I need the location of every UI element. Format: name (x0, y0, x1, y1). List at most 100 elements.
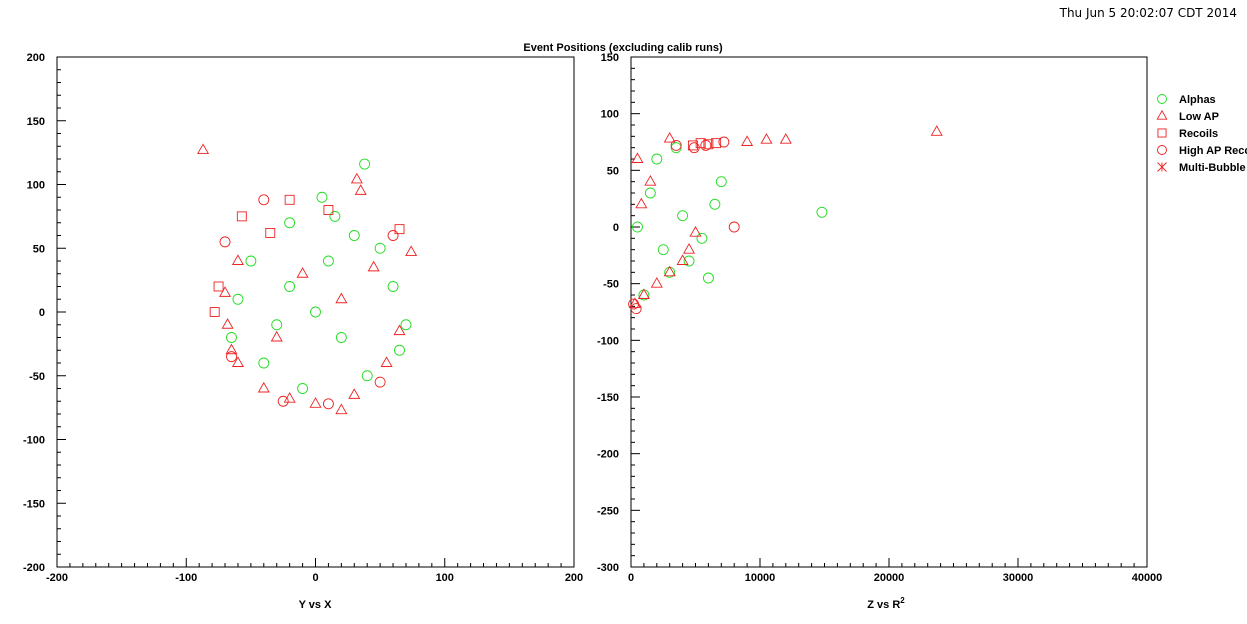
right-point-low-ap (663, 265, 676, 277)
left-point-low-ap (350, 172, 363, 184)
right-point-low-ap (683, 243, 696, 254)
left-point-low-ap (393, 324, 406, 336)
left-point-alphas (316, 191, 328, 203)
right-point-low-ap (689, 226, 702, 237)
right-y-tick-label: -200 (597, 449, 619, 461)
left-point-alphas (400, 319, 412, 331)
left-y-tick-label: 200 (27, 52, 45, 64)
right-y-tick-label: 50 (607, 165, 619, 177)
timestamp: Thu Jun 5 20:02:07 CDT 2014 (1059, 6, 1237, 20)
legend-label-low-ap: Low AP (1179, 111, 1219, 123)
legend-marker-high-ap-recoils (1157, 145, 1167, 155)
legend-marker-recoils (1157, 128, 1167, 138)
right-point-alphas (670, 142, 682, 154)
left-point-low-ap (270, 330, 283, 342)
right-point-low-ap (663, 131, 676, 143)
left-x-tick-label: -200 (46, 572, 68, 584)
left-point-alphas (284, 217, 296, 229)
left-point-low-ap (221, 318, 234, 329)
left-point-recoils (265, 227, 276, 238)
left-scatter-points (197, 143, 418, 415)
right-y-tick-label: 150 (601, 52, 619, 64)
right-point-alphas (632, 221, 643, 233)
right-point-alphas (816, 206, 828, 218)
plot-frame-right (630, 56, 1148, 568)
left-point-recoils (213, 281, 224, 292)
left-point-low-ap (367, 260, 380, 272)
left-point-alphas (226, 332, 237, 343)
chart-title: Event Positions (excluding calib runs) (523, 42, 723, 54)
legend-label-alphas: Alphas (1179, 94, 1216, 106)
left-point-low-ap (225, 343, 238, 355)
right-y-tick-label: -50 (603, 279, 619, 291)
left-point-recoils (284, 194, 295, 205)
left-point-alphas (387, 281, 399, 292)
left-point-low-ap (354, 184, 367, 195)
right-point-high-ap-recoils (688, 142, 700, 154)
right-y-tick-label: 100 (601, 109, 619, 121)
left-point-alphas (271, 319, 283, 331)
right-point-alphas (677, 210, 689, 222)
legend: Alphas Low AP Recoils High AP Recoils Multi-… (1156, 94, 1247, 174)
right-point-low-ap (635, 197, 648, 209)
right-axis-ticks: 0 10000 20000 30000 40000 -300 -250 -200 -150 -10… (597, 52, 1162, 584)
left-point-low-ap (231, 356, 244, 367)
left-y-tick-label: -100 (23, 435, 45, 447)
right-y-tick-label: -100 (597, 335, 619, 347)
right-x-tick-label: 40000 (1132, 572, 1163, 584)
right-point-low-ap (650, 277, 663, 288)
left-point-alphas (359, 158, 371, 170)
left-y-tick-label: -50 (29, 371, 45, 383)
right-point-low-ap (644, 175, 657, 186)
left-point-alphas (335, 332, 347, 343)
left-x-tick-label: 100 (436, 572, 454, 584)
legend-marker-low-ap (1156, 109, 1168, 120)
plot-frame-left (56, 56, 575, 568)
left-point-alphas (258, 357, 270, 369)
left-point-recoils (209, 307, 220, 317)
right-x-tick-label: 30000 (1003, 572, 1034, 584)
left-point-alphas (322, 255, 334, 267)
left-x-tick-label: 0 (312, 572, 318, 584)
left-point-alphas (348, 230, 360, 241)
left-point-low-ap (335, 292, 348, 304)
right-point-low-ap (631, 152, 644, 163)
legend-marker-multi-bubble (1157, 162, 1167, 172)
right-point-alphas (709, 198, 721, 210)
right-point-alphas (702, 272, 714, 284)
right-point-high-ap-recoils (628, 298, 640, 310)
left-point-high-ap-recoils (374, 376, 386, 388)
right-x-tick-label: 20000 (874, 572, 905, 584)
left-point-recoils (236, 211, 247, 222)
left-axis-ticks: -200 -100 0 100 200 -200 -150 -100 -50 0 50 100 150 2… (23, 52, 583, 584)
panel-y-vs-x: -200 -100 0 100 200 -200 -150 -100 -50 0 50 100 150 2… (23, 52, 583, 611)
left-point-low-ap (348, 388, 361, 399)
left-point-high-ap-recoils (322, 398, 334, 410)
right-point-low-ap (930, 125, 943, 136)
left-y-tick-label: 0 (39, 307, 45, 319)
legend-marker-alphas (1157, 94, 1167, 104)
x-axis-label-right-sup: 2 (900, 596, 905, 605)
legend-label-recoils: Recoils (1179, 128, 1218, 140)
right-y-tick-label: 0 (613, 222, 619, 234)
right-point-low-ap (779, 133, 792, 144)
right-point-alphas (651, 153, 663, 165)
left-point-high-ap-recoils (219, 236, 231, 248)
legend-label-high-ap-recoils: High AP Recoils (1179, 145, 1247, 157)
left-point-alphas (361, 370, 373, 382)
left-y-tick-label: 50 (33, 243, 45, 255)
left-point-low-ap (219, 286, 232, 297)
left-point-alphas (394, 344, 405, 356)
right-point-recoils (687, 140, 698, 151)
right-point-high-ap-recoils (670, 139, 682, 151)
right-x-tick-label: 0 (628, 572, 634, 584)
left-point-alphas (297, 383, 309, 394)
panel-z-vs-r2: 0 10000 20000 30000 40000 -300 -250 -200 -150 -10… (597, 52, 1162, 611)
left-point-recoils (394, 224, 405, 235)
left-point-low-ap (380, 356, 393, 367)
right-point-alphas (715, 176, 727, 188)
right-point-low-ap (760, 133, 773, 144)
right-scatter-points (628, 125, 943, 315)
left-x-tick-label: -100 (175, 572, 197, 584)
